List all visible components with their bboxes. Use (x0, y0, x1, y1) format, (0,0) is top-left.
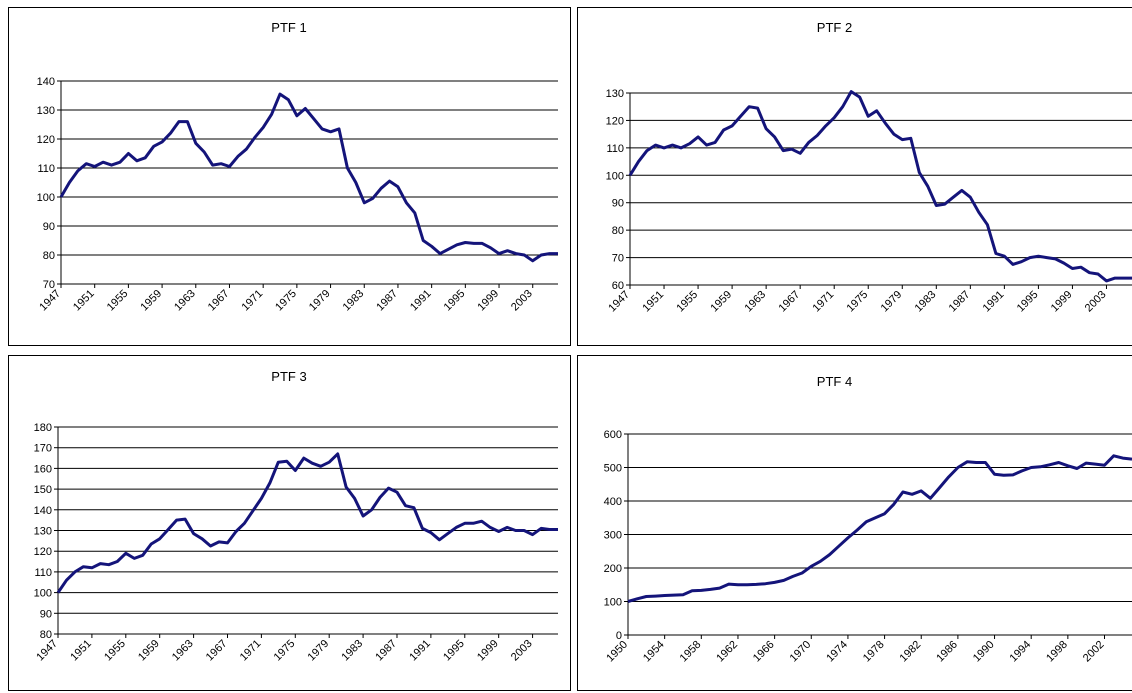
y-tick-label: 0 (616, 630, 622, 642)
y-tick-label: 90 (43, 221, 55, 233)
y-tick-label: 500 (604, 463, 622, 475)
chart-title: PTF 1 (271, 20, 306, 35)
y-tick-label: 80 (612, 225, 624, 237)
panel: PTF 380901001101201301401501601701801947… (8, 355, 571, 691)
y-tick-label: 130 (37, 105, 55, 117)
y-tick-label: 100 (604, 597, 622, 609)
y-tick-label: 110 (37, 163, 55, 175)
data-line (59, 92, 558, 263)
y-tick-label: 80 (43, 250, 55, 262)
data-line (627, 454, 1132, 603)
y-tick-label: 300 (604, 530, 622, 542)
y-tick-label: 200 (604, 563, 622, 575)
panel-border (8, 7, 571, 346)
y-tick-label: 180 (34, 422, 52, 434)
y-tick-label: 600 (604, 429, 622, 441)
chart-title: PTF 2 (817, 20, 852, 35)
y-tick-label: 120 (606, 115, 624, 127)
y-tick-label: 80 (40, 629, 52, 641)
data-line (56, 452, 558, 594)
data-line (628, 90, 1132, 283)
y-tick-label: 70 (43, 279, 55, 291)
y-tick-label: 120 (34, 546, 52, 558)
y-tick-label: 130 (34, 526, 52, 538)
y-tick-label: 400 (604, 496, 622, 508)
y-tick-label: 150 (34, 484, 52, 496)
y-tick-label: 130 (606, 88, 624, 100)
y-tick-label: 140 (34, 505, 52, 517)
y-tick-label: 100 (37, 192, 55, 204)
panel-border (577, 355, 1132, 691)
panel-border (577, 7, 1132, 346)
y-tick-label: 110 (606, 143, 624, 155)
y-tick-label: 90 (612, 198, 624, 210)
y-tick-label: 110 (34, 567, 52, 579)
y-tick-label: 90 (40, 608, 52, 620)
y-tick-label: 140 (37, 76, 55, 88)
y-tick-label: 170 (34, 443, 52, 455)
y-tick-label: 70 (612, 253, 624, 265)
y-tick-label: 100 (34, 588, 52, 600)
y-tick-label: 100 (606, 170, 624, 182)
chart-title: PTF 4 (817, 374, 852, 389)
y-tick-label: 120 (37, 134, 55, 146)
y-tick-label: 60 (612, 280, 624, 292)
y-tick-label: 160 (34, 463, 52, 475)
chart-title: PTF 3 (271, 369, 306, 384)
